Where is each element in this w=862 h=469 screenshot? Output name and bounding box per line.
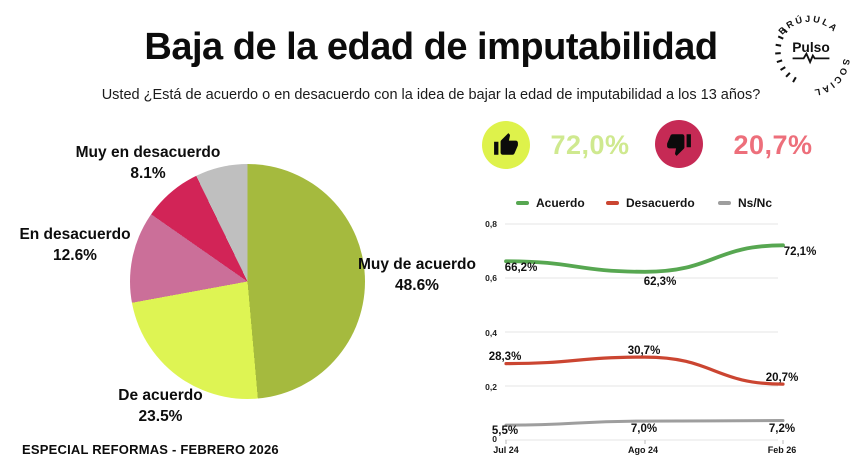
trend-chart-svg — [504, 223, 785, 444]
logo-brand-text: Pulso — [792, 40, 830, 55]
brand-logo: BRÚJULA SOCIAL Pulso — [775, 13, 852, 97]
legend-label: Ns/Nc — [738, 196, 773, 210]
point-label-nsnc: 5,5% — [491, 425, 519, 437]
logo-pulse-line — [792, 51, 830, 65]
x-axis-tick: Feb 26 — [767, 445, 797, 455]
point-label-acuerdo: 66,2% — [504, 262, 538, 274]
point-label-desacuerdo: 20,7% — [765, 372, 799, 384]
pie-label-text: Muy en desacuerdo — [75, 144, 221, 161]
legend-item-desacuerdo: Desacuerdo — [606, 196, 695, 210]
legend-swatch-acuerdo — [516, 201, 529, 205]
thumbs-up-badge — [482, 121, 530, 169]
point-label-desacuerdo: 28,3% — [488, 351, 522, 363]
svg-text:BRÚJULA: BRÚJULA — [777, 13, 841, 36]
pie-label-value: 48.6% — [395, 277, 439, 294]
pie-label-muy-en-desacuerdo: Muy en desacuerdo 8.1% — [48, 142, 248, 184]
point-label-acuerdo: 62,3% — [643, 276, 677, 288]
legend-swatch-desacuerdo — [606, 201, 619, 205]
footer-caption: ESPECIAL REFORMAS - FEBRERO 2026 — [22, 442, 279, 457]
logo-arc-bottom-text: SOCIAL — [812, 58, 850, 97]
survey-question: Usted ¿Está de acuerdo o en desacuerdo c… — [101, 87, 761, 103]
x-axis-tick: Jul 24 — [493, 445, 519, 455]
agree-total-value: 72,0% — [550, 130, 630, 160]
legend-swatch-nsnc — [718, 201, 731, 205]
point-label-nsnc: 7,2% — [768, 423, 796, 435]
logo-tick-marks — [775, 28, 797, 83]
page-title: Baja de la edad de imputabilidad — [144, 26, 718, 68]
pie-label-text: En desacuerdo — [19, 226, 131, 243]
pie-label-muy-de-acuerdo: Muy de acuerdo 48.6% — [352, 254, 482, 296]
logo-arc-top-text: BRÚJULA — [777, 13, 839, 36]
pie-label-text: De acuerdo — [118, 387, 203, 404]
thumbs-up-icon — [494, 133, 518, 155]
point-label-nsnc: 7,0% — [630, 423, 658, 435]
pie-label-en-desacuerdo: En desacuerdo 12.6% — [5, 224, 145, 266]
legend-label: Desacuerdo — [626, 196, 695, 210]
pie-label-text: Muy de acuerdo — [358, 256, 476, 273]
thumbs-down-icon — [667, 134, 691, 156]
svg-text:SOCIAL: SOCIAL — [812, 58, 852, 97]
legend-item-nsnc: Ns/Nc — [718, 196, 772, 210]
pie-label-de-acuerdo: De acuerdo 23.5% — [93, 385, 228, 427]
thumbs-down-badge — [655, 120, 703, 168]
pie-label-value: 12.6% — [53, 247, 97, 264]
y-axis-tick: 0,4 — [485, 328, 497, 338]
y-axis-tick: 0,8 — [485, 219, 497, 229]
disagree-total-value: 20,7% — [733, 130, 813, 160]
y-axis-tick: 0,2 — [485, 382, 497, 392]
y-axis-tick: 0,6 — [485, 273, 497, 283]
pie-chart — [130, 164, 365, 399]
legend-item-acuerdo: Acuerdo — [516, 196, 585, 210]
legend-label: Acuerdo — [536, 196, 585, 210]
pie-label-value: 8.1% — [130, 165, 166, 182]
point-label-desacuerdo: 30,7% — [627, 345, 661, 357]
y-axis-tick: 0 — [492, 434, 497, 444]
x-axis-tick: Ago 24 — [627, 445, 658, 455]
pie-label-value: 23.5% — [138, 408, 183, 425]
point-label-acuerdo: 72,1% — [783, 246, 817, 258]
